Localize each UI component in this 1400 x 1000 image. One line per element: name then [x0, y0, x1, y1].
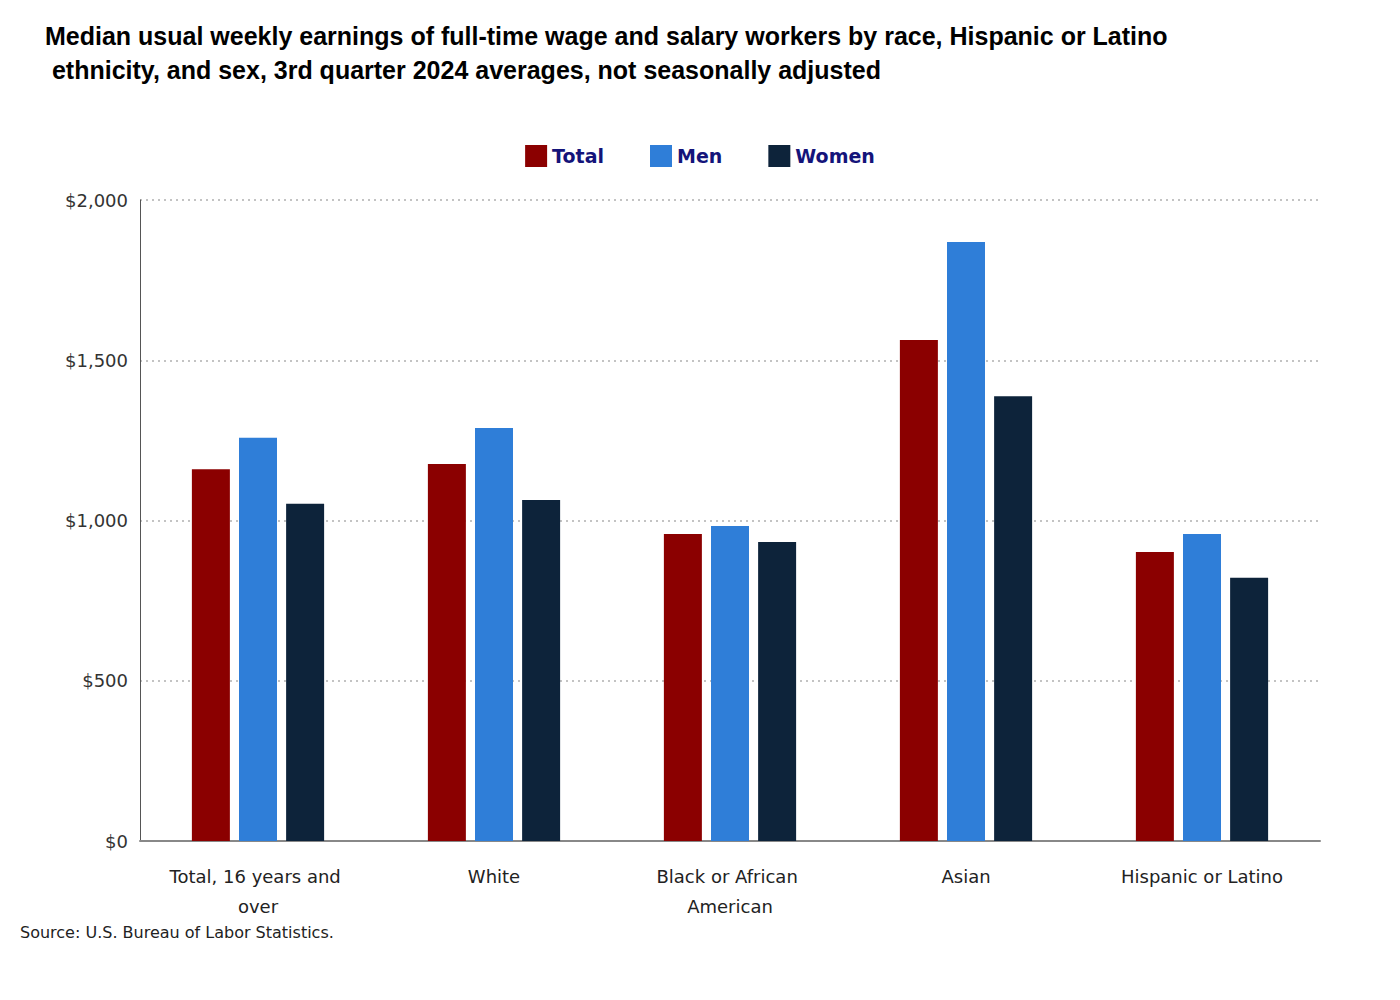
- svg-text:Total: Total: [552, 145, 604, 167]
- svg-text:Median usual weekly earnings o: Median usual weekly earnings of full-tim…: [45, 22, 1168, 50]
- svg-text:$0: $0: [105, 831, 128, 852]
- svg-text:Women: Women: [795, 145, 875, 167]
- svg-text:White: White: [468, 866, 520, 887]
- svg-text:over: over: [238, 896, 279, 917]
- svg-text:ethnicity, and sex, 3rd quarte: ethnicity, and sex, 3rd quarter 2024 ave…: [45, 56, 881, 84]
- svg-text:$2,000: $2,000: [65, 190, 128, 211]
- svg-text:Black or African: Black or African: [656, 866, 803, 887]
- svg-text:$500: $500: [82, 670, 128, 691]
- svg-text:$1,000: $1,000: [65, 510, 128, 531]
- svg-text:Source: U.S. Bureau of Labor S: Source: U.S. Bureau of Labor Statistics.: [20, 923, 334, 942]
- svg-text:Men: Men: [677, 145, 722, 167]
- svg-text:$1,500: $1,500: [65, 350, 128, 371]
- svg-text:Total, 16 years and: Total, 16 years and: [169, 866, 347, 887]
- svg-text:Hispanic or Latino: Hispanic or Latino: [1121, 866, 1283, 887]
- svg-text:American: American: [687, 896, 773, 917]
- svg-text:Asian: Asian: [941, 866, 990, 887]
